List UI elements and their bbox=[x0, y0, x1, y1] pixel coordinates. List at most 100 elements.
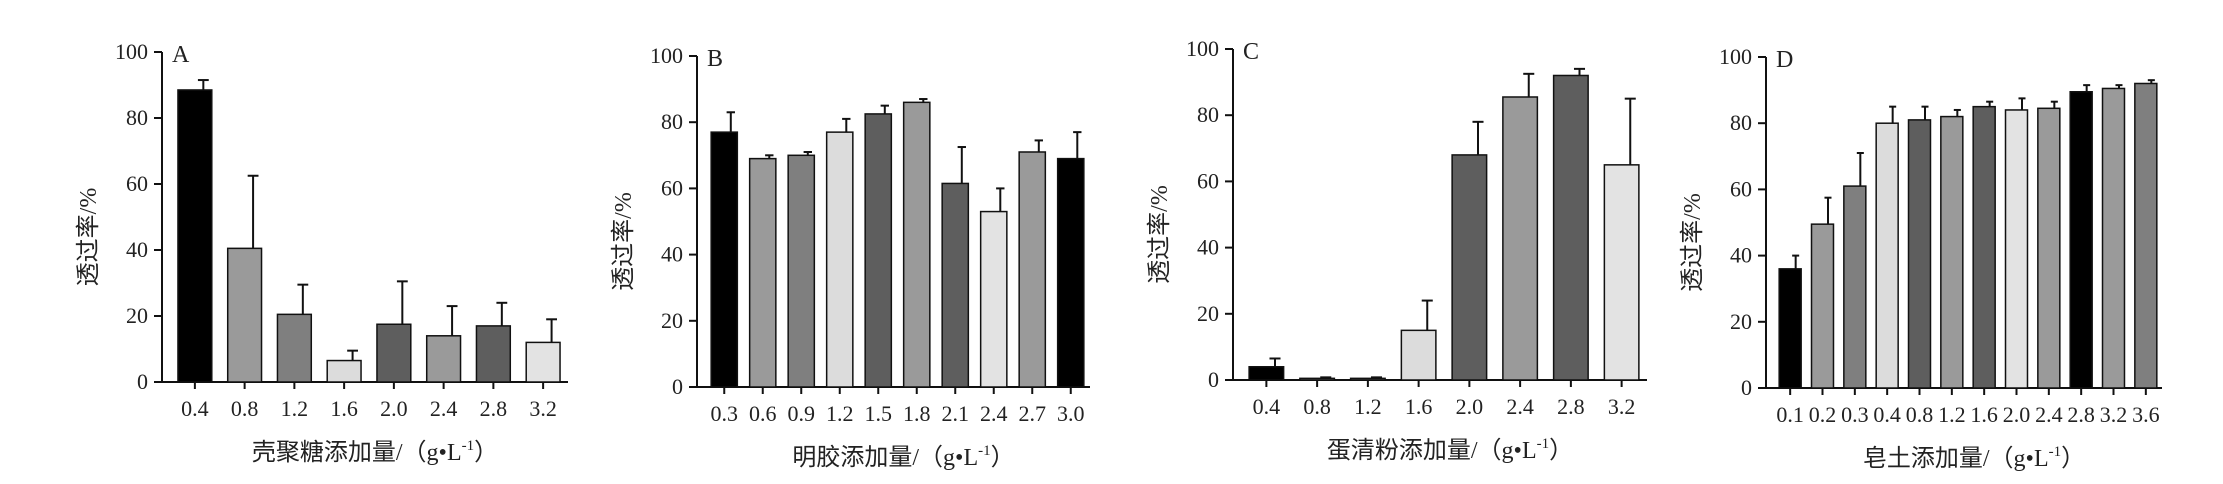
y-tick-label: 0 bbox=[672, 374, 683, 399]
bar bbox=[1248, 366, 1285, 381]
y-tick-label: 60 bbox=[1730, 176, 1752, 201]
error-bar bbox=[297, 283, 309, 315]
bar bbox=[979, 210, 1008, 388]
error-bar bbox=[1856, 151, 1864, 187]
error-bar bbox=[1523, 72, 1535, 97]
y-axis-title: 透过率/% bbox=[75, 188, 102, 287]
panel-c: 0 20 40 60 80 100 0.4 0.8 1.2 1.6 2.0 2.4 2.8 3.2 C 透过率… bbox=[1146, 36, 1647, 464]
x-tick-label: 2.8 bbox=[480, 396, 508, 421]
bar bbox=[864, 113, 893, 388]
y-tick-label: 100 bbox=[115, 39, 148, 64]
bar bbox=[276, 313, 313, 383]
error-bar bbox=[1421, 299, 1433, 331]
error-bar bbox=[496, 301, 508, 326]
bar bbox=[1907, 119, 1932, 389]
error-bar bbox=[1824, 196, 1832, 225]
x-axis-title: 蛋清粉添加量/（g•L-1） bbox=[1327, 436, 1573, 464]
bar bbox=[1451, 154, 1488, 381]
error-bar bbox=[1573, 67, 1586, 76]
error-bar bbox=[880, 104, 889, 114]
x-tick-label: 1.2 bbox=[281, 396, 309, 421]
x-tick-label: 1.2 bbox=[1938, 402, 1966, 427]
x-tick-label: 0.2 bbox=[1809, 402, 1837, 427]
x-tick-label: 3.0 bbox=[1057, 401, 1085, 426]
bar bbox=[1349, 377, 1386, 381]
x-tick-label: 2.4 bbox=[430, 396, 458, 421]
bar bbox=[1875, 122, 1899, 389]
x-tick-label: 0.9 bbox=[788, 401, 816, 426]
error-bar bbox=[1034, 139, 1043, 152]
error-bar bbox=[919, 98, 928, 103]
panel-letter: D bbox=[1776, 47, 1793, 73]
x-tick-label: 0.3 bbox=[711, 401, 739, 426]
x-tick-label: 0.4 bbox=[1873, 402, 1901, 427]
bar bbox=[177, 89, 213, 383]
x-tick-label: 2.0 bbox=[1456, 394, 1484, 419]
bar bbox=[2134, 82, 2158, 389]
x-tick-label: 0.4 bbox=[1253, 394, 1281, 419]
y-tick-label: 60 bbox=[661, 175, 683, 200]
error-bar bbox=[1320, 376, 1332, 379]
x-tick-label: 3.6 bbox=[2132, 402, 2160, 427]
bar bbox=[748, 157, 777, 388]
x-tick-label: 2.7 bbox=[1019, 401, 1047, 426]
error-bar bbox=[197, 79, 209, 90]
x-tick-label: 0.3 bbox=[1841, 402, 1869, 427]
error-bar bbox=[546, 318, 557, 343]
bar bbox=[475, 325, 512, 383]
bar bbox=[1972, 105, 1996, 389]
error-bar bbox=[2147, 79, 2155, 84]
error-bar bbox=[1986, 100, 1994, 107]
x-tick-label: 2.8 bbox=[1557, 394, 1585, 419]
error-bar bbox=[1921, 105, 1929, 120]
x-tick-label: 1.8 bbox=[903, 401, 931, 426]
x-tick-label: 2.1 bbox=[942, 401, 970, 426]
error-bar bbox=[1889, 105, 1897, 124]
y-tick-label: 20 bbox=[661, 308, 683, 333]
y-tick-label: 100 bbox=[1186, 36, 1219, 61]
x-tick-label: 1.6 bbox=[1970, 402, 1998, 427]
x-tick-label: 0.1 bbox=[1776, 402, 1804, 427]
y-tick-label: 20 bbox=[126, 303, 148, 328]
bar bbox=[941, 182, 970, 388]
panel-letter: A bbox=[172, 42, 190, 68]
y-tick-label: 80 bbox=[1730, 110, 1752, 135]
bar bbox=[2004, 109, 2029, 389]
error-bar bbox=[1624, 97, 1636, 165]
error-bar bbox=[996, 187, 1005, 212]
y-axis-title: 透过率/% bbox=[610, 192, 637, 291]
bar bbox=[825, 131, 854, 388]
y-tick-label: 0 bbox=[1208, 367, 1219, 392]
y-tick-label: 40 bbox=[1197, 235, 1219, 260]
y-tick-label: 80 bbox=[126, 105, 148, 130]
error-bar bbox=[2083, 84, 2091, 92]
bar bbox=[1603, 164, 1640, 381]
x-tick-label: 0.4 bbox=[181, 396, 209, 421]
error-bar bbox=[1073, 131, 1082, 159]
y-tick-label: 0 bbox=[137, 369, 148, 394]
x-tick-label: 0.8 bbox=[231, 396, 259, 421]
panel-letter: C bbox=[1243, 39, 1259, 65]
x-tick-label: 2.8 bbox=[2067, 402, 2095, 427]
error-bar bbox=[1792, 254, 1800, 269]
error-bar bbox=[247, 174, 259, 249]
bar bbox=[1018, 151, 1047, 388]
bar bbox=[1810, 223, 1835, 389]
panel-letter: B bbox=[707, 46, 723, 72]
bar bbox=[2101, 87, 2126, 389]
y-axis-title: 透过率/% bbox=[1679, 193, 1706, 292]
x-tick-label: 0.8 bbox=[1906, 402, 1934, 427]
error-bar bbox=[803, 150, 812, 156]
bar bbox=[1502, 96, 1539, 381]
y-tick-label: 100 bbox=[650, 43, 683, 68]
y-tick-label: 100 bbox=[1719, 44, 1752, 69]
x-tick-label: 1.2 bbox=[1354, 394, 1382, 419]
y-axis-title: 透过率/% bbox=[1146, 185, 1173, 284]
error-bar bbox=[347, 349, 358, 361]
y-tick-label: 40 bbox=[126, 237, 148, 262]
error-bar bbox=[765, 154, 774, 159]
x-axis-title: 壳聚糖添加量/（g•L-1） bbox=[252, 438, 498, 466]
x-tick-label: 1.6 bbox=[330, 396, 358, 421]
error-bar bbox=[957, 146, 966, 184]
